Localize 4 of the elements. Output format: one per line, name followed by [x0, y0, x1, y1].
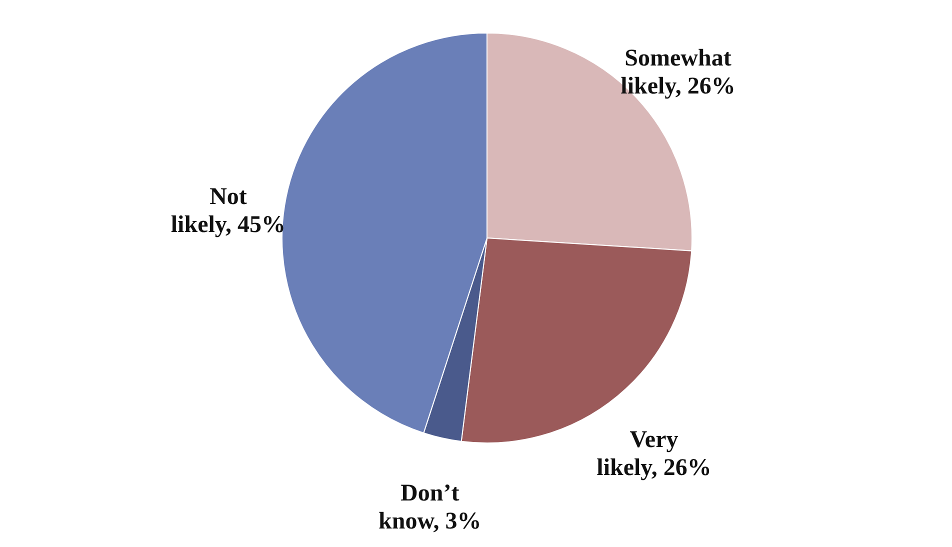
- slice-label: Don’t know, 3%: [378, 480, 482, 535]
- slice-label: Very likely, 26%: [596, 426, 712, 481]
- slice-label: Somewhat likely, 26%: [620, 46, 736, 100]
- slice-label: Not likely, 45%: [170, 184, 286, 238]
